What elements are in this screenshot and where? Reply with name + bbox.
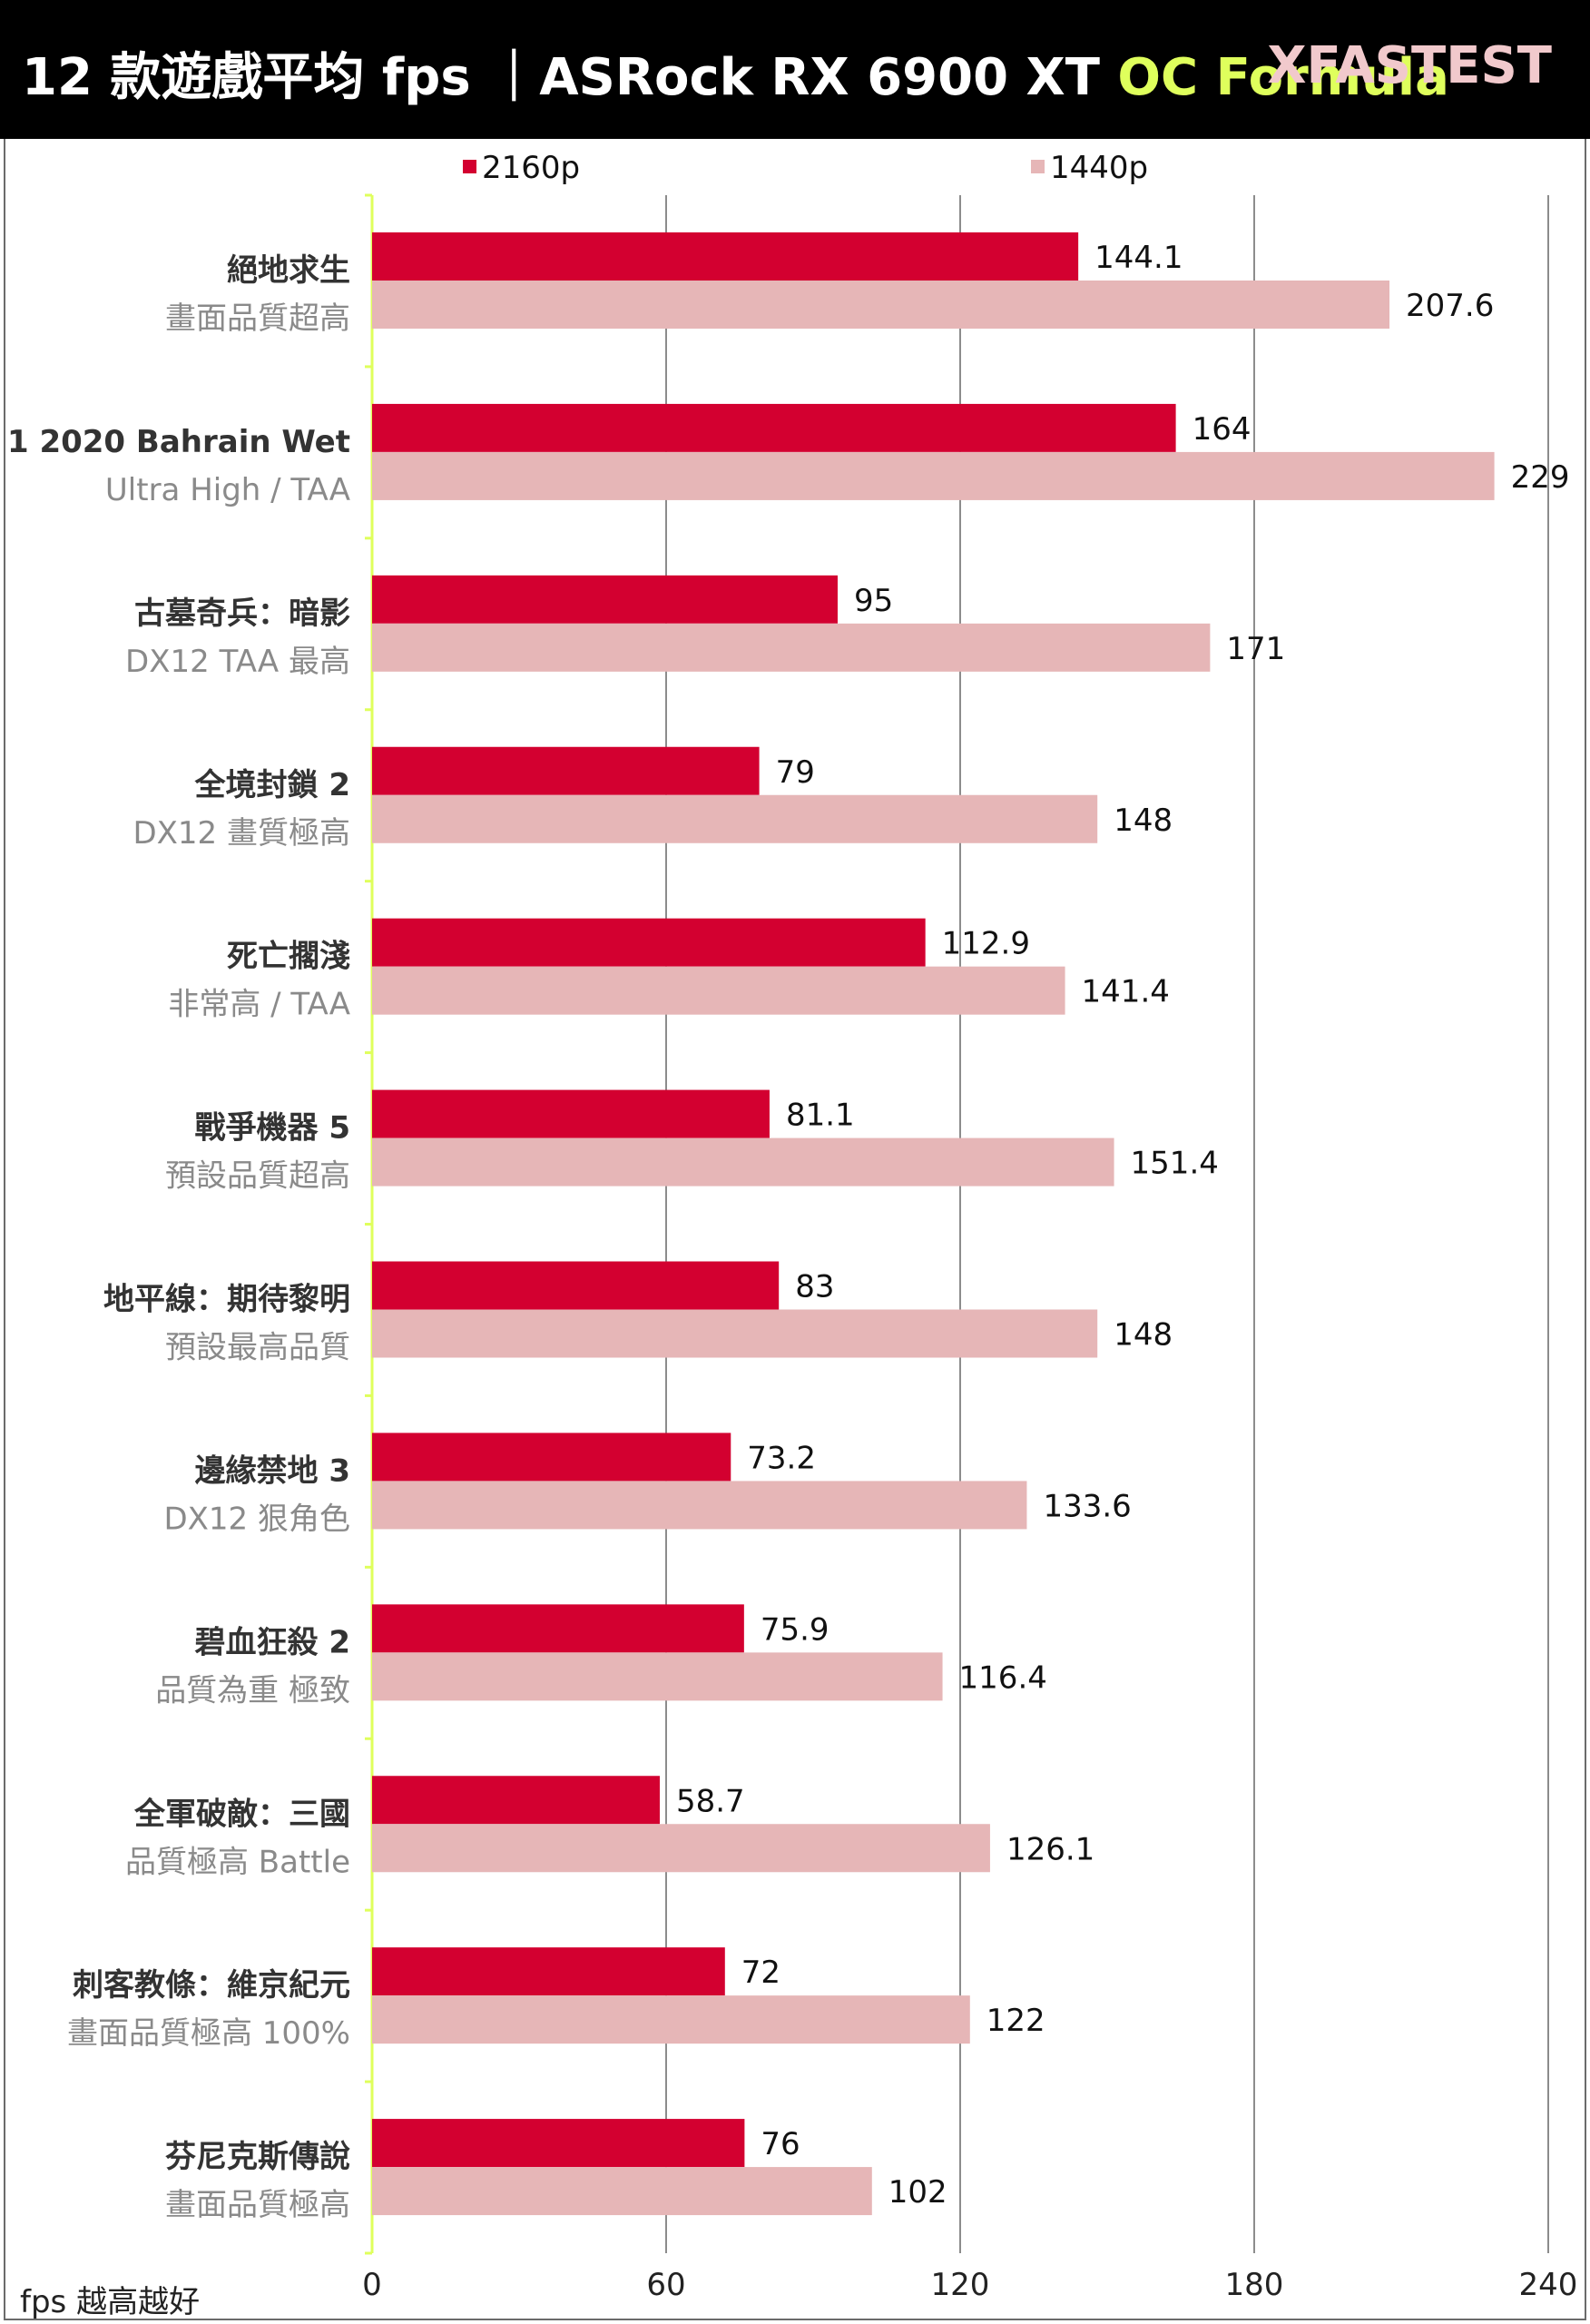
data-label-1440p: 151.4	[1131, 1146, 1219, 1182]
category-setting-label: DX12 狠角色	[163, 1501, 350, 1537]
category-setting-label: 預設品質超高	[165, 1158, 350, 1195]
x-tick-label: 120	[931, 2267, 990, 2303]
data-label-1440p: 207.6	[1406, 288, 1494, 324]
bar-2160p	[372, 1433, 731, 1482]
x-tick-label: 0	[362, 2267, 382, 2303]
data-label-2160p: 72	[741, 1955, 780, 1991]
data-label-1440p: 126.1	[1006, 1831, 1094, 1867]
x-tick-label: 240	[1519, 2267, 1578, 2303]
x-tick-label: 60	[646, 2267, 685, 2303]
bar-1440p	[372, 2167, 872, 2216]
data-label-2160p: 58.7	[676, 1783, 745, 1819]
chart-title-accent: OC Formula	[1117, 48, 1449, 107]
bar-1440p	[372, 1481, 1027, 1530]
legend-swatch-2160p	[463, 160, 476, 173]
category-label: 絕地求生	[227, 252, 350, 289]
bar-2160p	[372, 918, 926, 967]
bar-2160p	[372, 2119, 745, 2168]
bar-1440p	[372, 623, 1211, 672]
bar-1440p	[372, 1824, 990, 1873]
bar-2160p	[372, 1261, 780, 1310]
legend-label-2160p: 2160p	[482, 150, 580, 186]
category-label: 刺客教條：維京紀元	[73, 1967, 350, 2004]
bar-2160p	[372, 575, 838, 624]
category-label: 古墓奇兵：暗影	[134, 596, 350, 632]
bar-2160p	[372, 746, 760, 795]
category-label: 芬尼克斯傳說	[165, 2139, 350, 2175]
category-setting-label: 預設最高品質	[165, 1330, 350, 1366]
data-label-1440p: 229	[1511, 459, 1570, 496]
bar-2160p	[372, 403, 1176, 452]
category-label: 死亡擱淺	[227, 939, 350, 975]
chart-panel: 0 60 120 180 240 2160p 1440p 絕地求生畫面品質超高 144.1 207…	[4, 139, 1586, 2320]
data-label-2160p: 112.9	[942, 926, 1030, 962]
bar-1440p	[372, 794, 1098, 843]
category-label: F1 2020 Bahrain Wet	[5, 424, 350, 460]
category-setting-label: Ultra High / TAA	[105, 472, 350, 508]
bar-1440p	[372, 966, 1065, 1015]
data-label-2160p: 75.9	[761, 1611, 829, 1648]
data-label-1440p: 141.4	[1082, 974, 1170, 1010]
chart-title: 12 款遊戲平均 fps ｜ASRock RX 6900 XT OC Formu…	[22, 36, 1449, 110]
data-label-2160p: 144.1	[1094, 240, 1183, 276]
bar-1440p	[372, 281, 1390, 329]
bar-1440p	[372, 1995, 970, 2044]
data-label-1440p: 116.4	[959, 1659, 1047, 1696]
data-label-2160p: 76	[761, 2126, 800, 2162]
brand-logo-text: XFASTEST	[1267, 36, 1552, 95]
bar-1440p	[372, 1309, 1098, 1358]
category-setting-label: DX12 畫質極高	[132, 815, 350, 852]
bar-2160p	[372, 1089, 770, 1138]
x-tick-label: 180	[1225, 2267, 1284, 2303]
category-setting-label: 非常高 / TAA	[168, 987, 350, 1023]
bar-2160p	[372, 1947, 725, 1996]
data-label-1440p: 148	[1114, 1317, 1173, 1354]
legend-label-1440p: 1440p	[1050, 150, 1148, 186]
category-label: 全軍破敵：三國	[133, 1796, 350, 1832]
data-label-2160p: 73.2	[747, 1440, 816, 1476]
category-setting-label: 品質極高 Battle	[125, 1844, 350, 1880]
data-label-1440p: 171	[1226, 631, 1285, 667]
category-label: 全境封鎖 2	[194, 767, 351, 803]
chart-title-text: 12 款遊戲平均 fps ｜ASRock RX 6900 XT	[22, 48, 1118, 107]
legend-swatch-1440p	[1031, 160, 1045, 173]
data-label-2160p: 164	[1192, 411, 1251, 448]
category-setting-label: 畫面品質極高 100%	[67, 2015, 350, 2052]
data-label-1440p: 133.6	[1043, 1488, 1131, 1524]
category-label: 地平線：期待黎明	[103, 1282, 350, 1318]
data-label-1440p: 122	[986, 2003, 1045, 2039]
data-label-2160p: 95	[854, 583, 893, 619]
category-label: 邊緣禁地 3	[195, 1452, 351, 1489]
bar-1440p	[372, 1652, 943, 1701]
category-label: 碧血狂殺 2	[195, 1624, 351, 1660]
data-label-2160p: 79	[776, 754, 815, 791]
title-bar: 12 款遊戲平均 fps ｜ASRock RX 6900 XT OC Formu…	[0, 0, 1590, 139]
bar-2160p	[372, 1604, 744, 1653]
data-label-2160p: 83	[795, 1269, 834, 1305]
category-setting-label: 品質為重 極致	[155, 1672, 350, 1709]
data-label-1440p: 102	[888, 2174, 947, 2211]
data-label-1440p: 148	[1114, 803, 1173, 839]
bar-1440p	[372, 451, 1495, 500]
bar-1440p	[372, 1137, 1114, 1187]
category-label: 戰爭機器 5	[195, 1110, 351, 1147]
data-label-2160p: 81.1	[786, 1098, 855, 1134]
footnote: fps 越高越好	[20, 2284, 201, 2320]
category-setting-label: DX12 TAA 最高	[125, 644, 350, 680]
category-setting-label: 畫面品質極高	[165, 2187, 350, 2223]
bar-2160p	[372, 232, 1079, 281]
category-setting-label: 畫面品質超高	[165, 300, 350, 337]
bar-2160p	[372, 1776, 660, 1825]
